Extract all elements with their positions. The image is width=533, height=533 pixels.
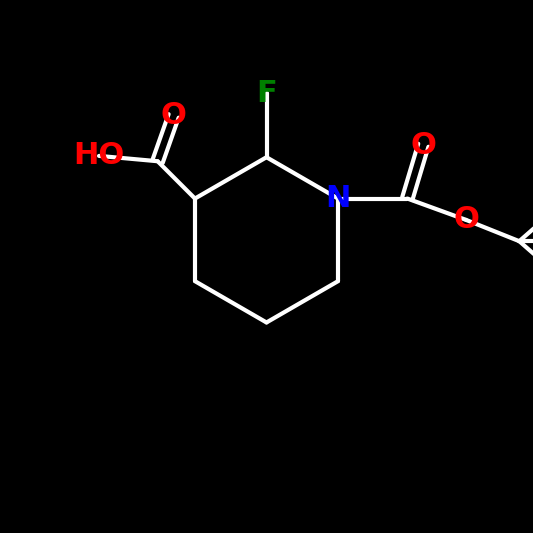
Text: O: O (410, 131, 437, 160)
Text: N: N (325, 184, 351, 213)
Text: HO: HO (74, 141, 125, 171)
Text: O: O (453, 205, 479, 235)
Text: O: O (160, 101, 187, 131)
Text: F: F (256, 79, 277, 108)
